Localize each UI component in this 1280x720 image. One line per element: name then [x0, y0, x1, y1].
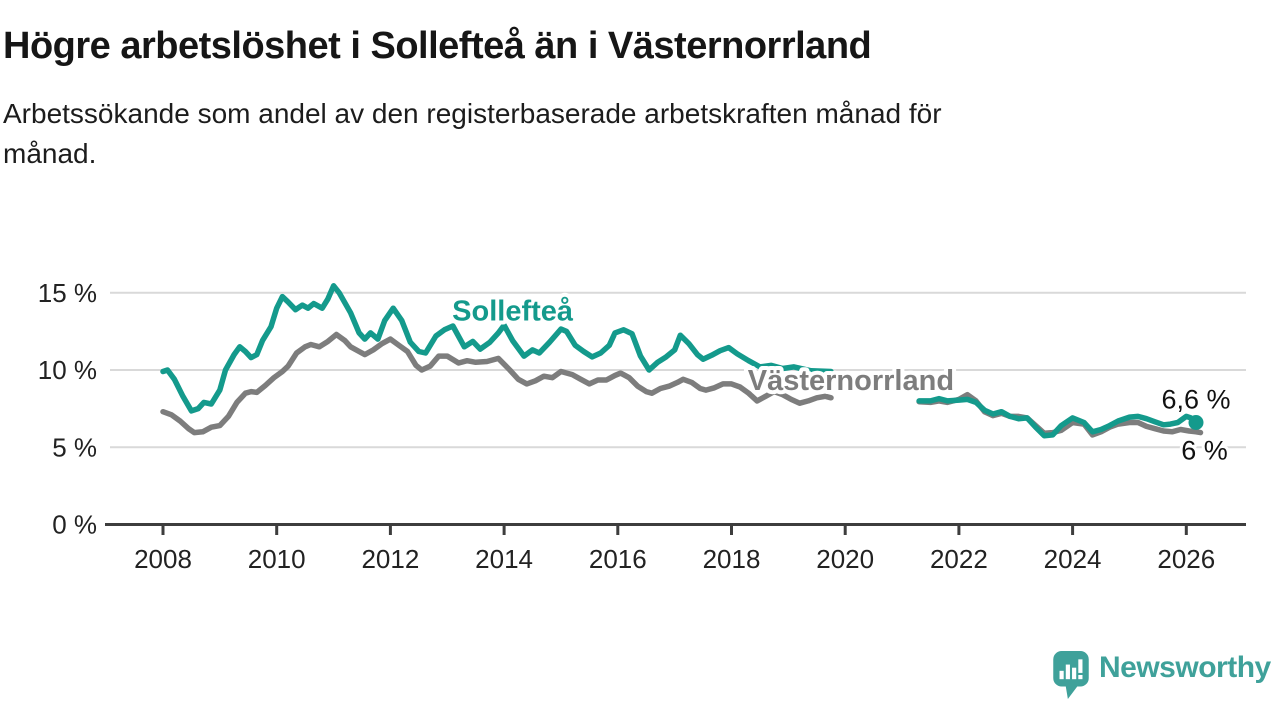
- series-line-vasternorrland: [160, 331, 834, 436]
- newsworthy-logo-icon: [1053, 651, 1089, 699]
- exclamation-dot: [1078, 675, 1083, 680]
- end-value-label-vasternorrland: 6 %: [1181, 436, 1228, 466]
- y-axis-label: 0 %: [52, 510, 97, 540]
- series-label-vasternorrland: Västernorrland: [748, 365, 954, 397]
- x-axis-tick-label: 2014: [475, 544, 533, 574]
- series-line-solleftea: [916, 395, 1199, 439]
- series-label-solleftea: Sollefteå: [452, 296, 574, 328]
- chart-header: Högre arbetslöshet i Sollefteå än i Väst…: [3, 25, 1273, 175]
- x-axis-tick-label: 2020: [816, 544, 874, 574]
- y-axis-label: 10 %: [38, 355, 97, 385]
- x-axis-tick-label: 2008: [134, 544, 192, 574]
- x-axis-tick-label: 2018: [703, 544, 761, 574]
- x-axis-tick-label: 2022: [930, 544, 988, 574]
- y-axis-label: 5 %: [52, 432, 97, 462]
- x-axis-tick-label: 2016: [589, 544, 647, 574]
- chart-subtitle: Arbetssökande som andel av den registerb…: [3, 97, 942, 170]
- series-line-solleftea: [160, 283, 834, 414]
- bar-chart-glyph: [1059, 659, 1083, 680]
- speech-bubble-shape: [1053, 651, 1089, 699]
- chart-title: Högre arbetslöshet i Sollefteå än i Väst…: [3, 25, 872, 67]
- end-value-label-solleftea: 6,6 %: [1161, 385, 1230, 415]
- x-axis-tick-label: 2010: [248, 544, 306, 574]
- newsworthy-logo: Newsworthy: [1052, 648, 1271, 699]
- series-end-dot-solleftea: [1188, 415, 1204, 430]
- series-line-vasternorrland: [916, 391, 1204, 438]
- x-axis-tick-label: 2026: [1157, 544, 1215, 574]
- y-axis-label: 15 %: [38, 278, 97, 308]
- newsworthy-wordmark: Newsworthy: [1099, 651, 1271, 684]
- x-axis-tick-label: 2024: [1044, 544, 1102, 574]
- x-axis-tick-label: 2012: [361, 544, 419, 574]
- exclamation-bar: [1078, 659, 1083, 673]
